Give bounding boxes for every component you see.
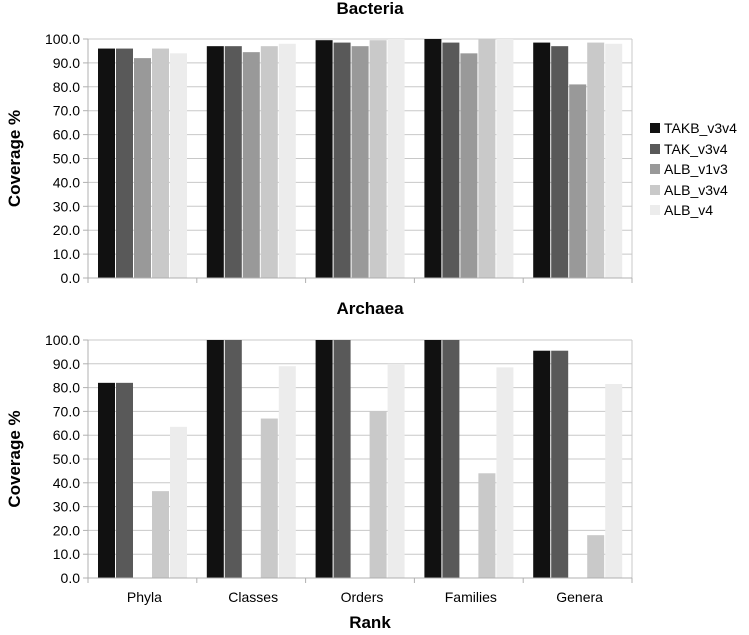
y-tick-label: 40.0 [53, 174, 80, 190]
y-tick-label: 10.0 [53, 546, 80, 562]
bar-bacteria-phyla-alb-v3v4 [152, 48, 169, 279]
bar-archaea-genera-tak-v3v4 [551, 350, 569, 578]
bar-bacteria-genera-alb-v4 [605, 43, 623, 278]
bar-bacteria-families-alb-v4 [496, 39, 514, 278]
y-tick-label: 60.0 [53, 127, 80, 143]
x-tick-label-classes: Classes [228, 589, 278, 605]
bar-bacteria-classes-alb-v4 [278, 43, 296, 278]
bar-archaea-families-tak-v3v4 [442, 340, 460, 578]
bar-archaea-orders-alb-v3v4 [369, 411, 387, 578]
bar-bacteria-orders-alb-v3v4 [369, 40, 387, 278]
bar-bacteria-genera-takb-v3v4 [533, 42, 551, 279]
panel-bacteria: 0.0 10.0 20.0 30.0 40.0 50.0 60.0 70.0 80.0 90.0 1… [5, 0, 633, 286]
bar-archaea-families-alb-v3v4 [478, 473, 496, 578]
y-tick-label: 30.0 [53, 499, 80, 515]
x-tick-label-phyla: Phyla [127, 589, 162, 605]
legend-swatch-alb-v4 [650, 205, 660, 216]
legend-swatch-tak-v3v4 [650, 143, 660, 154]
bar-bacteria-orders-tak-v3v4 [333, 42, 351, 279]
bar-bacteria-classes-alb-v1v3 [242, 52, 260, 278]
bar-archaea-phyla-tak-v3v4 [116, 382, 133, 578]
y-tick-label: 60.0 [53, 427, 80, 443]
legend-swatch-alb-v3v4 [650, 184, 660, 195]
bar-archaea-orders-alb-v4 [387, 363, 405, 578]
bar-archaea-classes-tak-v3v4 [224, 340, 242, 578]
y-tick-label: 50.0 [53, 451, 80, 467]
y-tick-label: 70.0 [53, 103, 80, 119]
legend-label-takb-v3v4: TAKB_v3v4 [664, 120, 737, 137]
bar-archaea-families-alb-v4 [496, 367, 514, 578]
legend-label-tak-v3v4: TAK_v3v4 [664, 140, 728, 157]
y-axis-label: Coverage % [5, 410, 24, 507]
y-axis-label: Coverage % [5, 110, 24, 207]
bar-archaea-genera-alb-v4 [605, 384, 623, 578]
bar-bacteria-genera-alb-v1v3 [569, 84, 587, 278]
bar-bacteria-phyla-alb-v4 [170, 53, 187, 279]
legend-swatch-takb-v3v4 [650, 123, 660, 134]
bar-archaea-orders-takb-v3v4 [315, 340, 333, 578]
bar-bacteria-orders-alb-v1v3 [351, 46, 369, 278]
legend-swatch-alb-v1v3 [650, 164, 660, 175]
bar-bacteria-families-alb-v3v4 [478, 39, 496, 278]
bar-bacteria-orders-alb-v4 [387, 39, 405, 278]
bar-archaea-classes-takb-v3v4 [206, 340, 224, 578]
legend-item-alb-v1v3: ALB_v1v3 [650, 159, 737, 180]
legend-item-tak-v3v4: TAK_v3v4 [650, 139, 737, 160]
y-tick-label: 100.0 [45, 332, 80, 348]
panel-title: Archaea [336, 299, 404, 318]
y-tick-label: 40.0 [53, 475, 80, 491]
x-tick-label-genera: Genera [556, 589, 603, 605]
bar-bacteria-classes-alb-v3v4 [260, 46, 278, 278]
legend: TAKB_v3v4 TAK_v3v4 ALB_v1v3 ALB_v3v4 ALB… [650, 118, 737, 221]
bar-bacteria-families-tak-v3v4 [442, 42, 460, 279]
legend-label-alb-v4: ALB_v4 [664, 202, 714, 219]
bar-archaea-genera-alb-v3v4 [587, 535, 605, 578]
bar-archaea-genera-takb-v3v4 [533, 350, 551, 578]
bar-archaea-classes-alb-v4 [278, 366, 296, 578]
bar-bacteria-families-takb-v3v4 [424, 39, 442, 278]
y-tick-label: 100.0 [45, 31, 80, 47]
y-tick-label: 90.0 [53, 356, 80, 372]
bar-bacteria-classes-tak-v3v4 [224, 46, 242, 278]
bar-bacteria-orders-takb-v3v4 [315, 40, 333, 278]
y-tick-label: 0.0 [61, 270, 81, 286]
bar-bacteria-genera-alb-v3v4 [587, 42, 605, 279]
legend-label-alb-v1v3: ALB_v1v3 [664, 161, 728, 178]
bar-archaea-orders-tak-v3v4 [333, 340, 351, 578]
y-tick-label: 80.0 [53, 79, 80, 95]
bar-archaea-families-takb-v3v4 [424, 340, 442, 578]
bar-bacteria-classes-takb-v3v4 [206, 46, 224, 278]
panel-title: Bacteria [336, 0, 404, 18]
y-tick-label: 20.0 [53, 222, 80, 238]
bar-archaea-phyla-alb-v4 [170, 426, 187, 578]
bar-archaea-phyla-takb-v3v4 [98, 382, 115, 578]
y-tick-label: 30.0 [53, 198, 80, 214]
x-tick-label-families: Families [445, 589, 497, 605]
bar-bacteria-phyla-alb-v1v3 [134, 58, 151, 279]
legend-item-takb-v3v4: TAKB_v3v4 [650, 118, 737, 139]
bar-archaea-classes-alb-v3v4 [260, 418, 278, 578]
panel-archaea: 0.0 10.0 20.0 30.0 40.0 50.0 60.0 70.0 80.0 90.0 1… [5, 299, 633, 586]
y-tick-label: 90.0 [53, 55, 80, 71]
y-tick-label: 50.0 [53, 151, 80, 167]
legend-label-alb-v3v4: ALB_v3v4 [664, 181, 728, 198]
y-tick-label: 80.0 [53, 380, 80, 396]
legend-item-alb-v3v4: ALB_v3v4 [650, 180, 737, 201]
bar-bacteria-phyla-tak-v3v4 [116, 48, 133, 279]
y-tick-label: 20.0 [53, 522, 80, 538]
y-tick-label: 0.0 [61, 570, 81, 586]
bar-bacteria-genera-tak-v3v4 [551, 46, 569, 278]
y-tick-label: 10.0 [53, 246, 80, 262]
legend-item-alb-v4: ALB_v4 [650, 200, 737, 221]
x-tick-label-orders: Orders [341, 589, 384, 605]
bar-archaea-phyla-alb-v3v4 [152, 491, 169, 578]
bar-bacteria-families-alb-v1v3 [460, 53, 478, 279]
x-axis-label: Rank [349, 613, 391, 632]
bar-bacteria-phyla-takb-v3v4 [98, 48, 115, 279]
y-tick-label: 70.0 [53, 403, 80, 419]
